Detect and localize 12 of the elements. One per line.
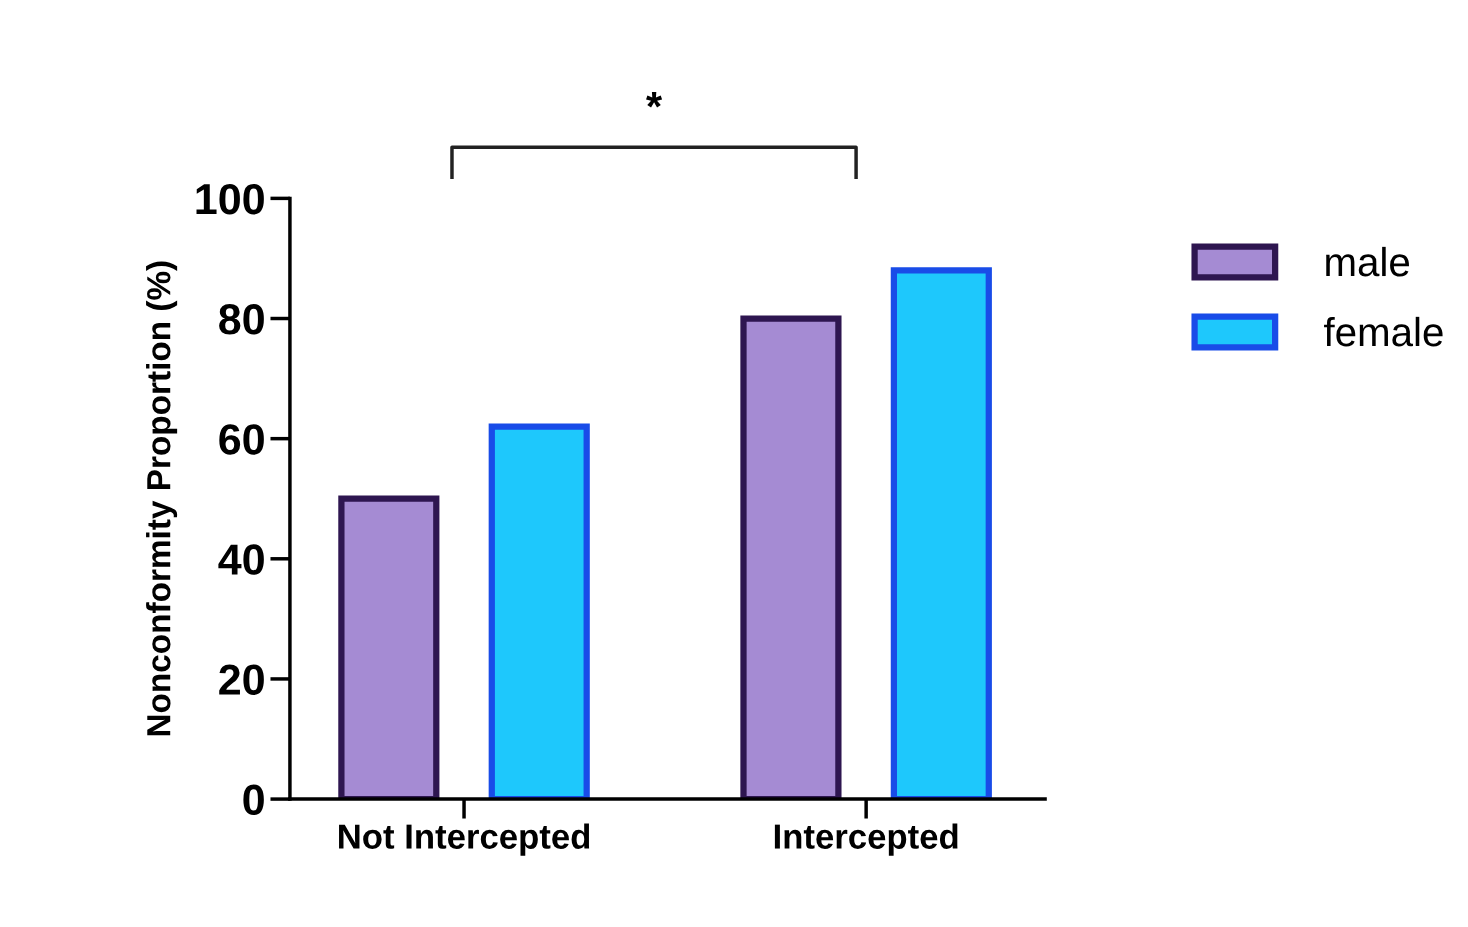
y-tick-label: 0 bbox=[243, 784, 264, 816]
y-tick-label: 60 bbox=[219, 424, 264, 455]
x-tick-label: Not Intercepted bbox=[339, 823, 590, 856]
y-axis-title: Nonconformity Proportion (%) bbox=[146, 261, 178, 736]
y-tick-label: 20 bbox=[219, 664, 264, 695]
x-tick-label: Intercepted bbox=[774, 823, 958, 856]
legend-label: female bbox=[1324, 316, 1443, 347]
text: * bbox=[646, 91, 663, 108]
y-tick-label: 40 bbox=[218, 544, 264, 575]
y-tick-label: 100 bbox=[196, 183, 264, 215]
y-tick-label: 80 bbox=[219, 304, 264, 335]
legend-label: male bbox=[1326, 246, 1409, 277]
